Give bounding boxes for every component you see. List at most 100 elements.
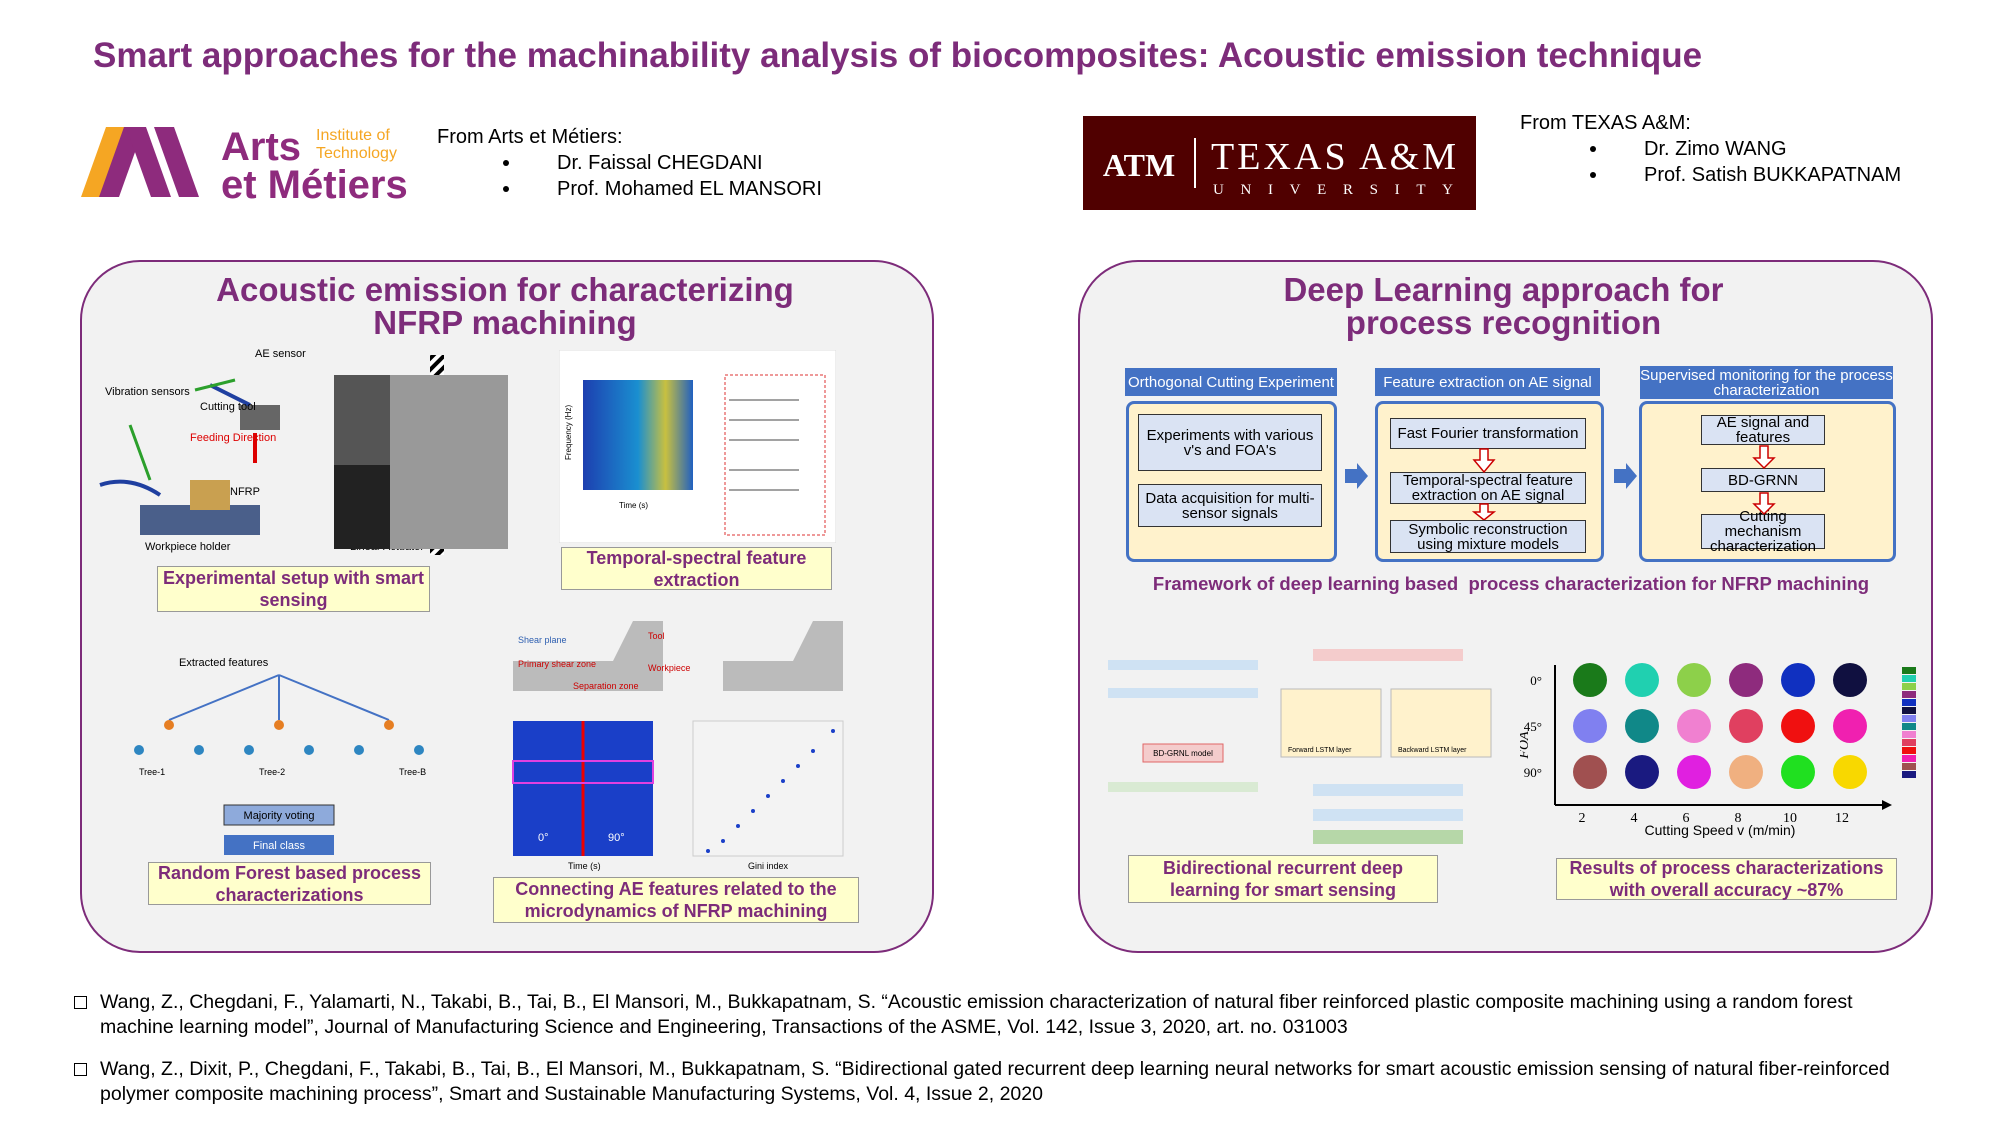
figure-label: Extracted features bbox=[179, 657, 269, 669]
setup-figure: AE sensor Vibration sensors Cutting tool… bbox=[99, 348, 508, 555]
figure-label: Final class bbox=[253, 840, 305, 852]
collab-name: Prof. Mohamed EL MANSORI bbox=[557, 178, 822, 200]
pie-icon bbox=[1625, 709, 1659, 743]
figure-label: Workpiece bbox=[648, 663, 690, 673]
legend-swatch bbox=[1902, 691, 1916, 698]
panel-title: Acoustic emission for characterizing NFRP… bbox=[80, 273, 930, 339]
framework-box: Symbolic reconstruction using mixture mo… bbox=[1390, 520, 1586, 553]
y-tick-label: 0° bbox=[1530, 673, 1542, 688]
caption: Random Forest based process characteriza… bbox=[148, 862, 431, 905]
figure-label: Feeding Direction bbox=[190, 432, 276, 444]
pie-icon bbox=[1625, 663, 1659, 697]
pie-icon bbox=[1677, 709, 1711, 743]
figure-label: NFRP bbox=[230, 486, 260, 498]
y-tick-label: 45° bbox=[1524, 719, 1542, 734]
x-tick-label: 4 bbox=[1631, 811, 1638, 826]
y-axis-label: FOA bbox=[1520, 731, 1532, 760]
panel-title: Deep Learning approach for process recogn… bbox=[1078, 273, 1929, 339]
figure-label: Workpiece holder bbox=[145, 541, 231, 553]
framework-box: Experiments with various v's and FOA's bbox=[1138, 414, 1322, 471]
figure-label: Time (s) bbox=[619, 501, 648, 510]
pie-icon bbox=[1781, 709, 1815, 743]
y-tick-label: 90° bbox=[1524, 765, 1542, 780]
title-line: Acoustic emission for characterizing bbox=[216, 271, 794, 308]
caption: Connecting AE features related to the mi… bbox=[493, 877, 859, 923]
pie-icon bbox=[1677, 663, 1711, 697]
reference: Wang, Z., Dixit, P., Chegdani, F., Takab… bbox=[74, 1057, 1930, 1107]
collab-name: Dr. Zimo WANG bbox=[1644, 136, 1901, 162]
figure-label: Shear plane bbox=[518, 635, 567, 645]
framework-header: Feature extraction on AE signal bbox=[1375, 368, 1600, 396]
figure-label: Majority voting bbox=[244, 810, 315, 822]
figure-label: 0° bbox=[538, 832, 549, 844]
figure-label: Tree-1 bbox=[139, 767, 165, 777]
logo-text: Arts bbox=[221, 125, 301, 169]
figure-label: Vibration sensors bbox=[105, 386, 190, 398]
pie-icon bbox=[1833, 709, 1867, 743]
title-line: Deep Learning approach for bbox=[1283, 271, 1724, 308]
legend-swatch bbox=[1902, 755, 1916, 762]
pie-icon bbox=[1781, 663, 1815, 697]
caption: Results of process characterizations wit… bbox=[1556, 858, 1897, 900]
framework-box: Fast Fourier transformation bbox=[1390, 418, 1586, 449]
reference: Wang, Z., Chegdani, F., Yalamarti, N., T… bbox=[74, 990, 1930, 1040]
logo-text: TEXAS A&M bbox=[1211, 136, 1456, 178]
pie-icon bbox=[1729, 755, 1763, 789]
pie-icon bbox=[1625, 755, 1659, 789]
caption: Bidirectional recurrent deep learning fo… bbox=[1128, 855, 1438, 903]
legend-swatch bbox=[1902, 699, 1916, 706]
x-axis-label: Cutting Speed v (m/min) bbox=[1645, 822, 1796, 838]
figure-label: Tool bbox=[648, 631, 665, 641]
framework-box: Temporal-spectral feature extraction on … bbox=[1390, 472, 1586, 504]
micro-figure: Shear plane Tool Primary shear zone Work… bbox=[512, 621, 844, 871]
figure-label: BD-GRNL model bbox=[1153, 749, 1213, 758]
title-line: process recognition bbox=[1345, 304, 1662, 341]
figure-label: Time (s) bbox=[568, 861, 601, 871]
logo-text: Institute of bbox=[316, 127, 390, 144]
x-tick-label: 10 bbox=[1783, 811, 1797, 826]
caption: Temporal-spectral feature extraction bbox=[561, 547, 832, 590]
pie-icon bbox=[1729, 709, 1763, 743]
collaborators: From TEXAS A&M: Dr. Zimo WANG Prof. Satis… bbox=[1520, 110, 1901, 188]
legend-swatch bbox=[1902, 707, 1916, 714]
figure-label: Tree-B bbox=[399, 767, 426, 777]
logo-text: ATM bbox=[1103, 147, 1175, 183]
collaborators: From Arts et Métiers: Dr. Faissal CHEGDA… bbox=[437, 124, 822, 202]
framework-arrows bbox=[1345, 445, 1776, 520]
framework-box: AE signal and features bbox=[1701, 415, 1825, 445]
figure-label: 90° bbox=[608, 832, 625, 844]
framework-box: BD-GRNN bbox=[1701, 468, 1825, 492]
collab-heading: From TEXAS A&M: bbox=[1520, 112, 1691, 134]
x-tick-label: 2 bbox=[1579, 811, 1586, 826]
tamu-logo: ATM TEXAS A&M UNIVERSITY bbox=[1083, 116, 1476, 210]
framework-caption: Framework of deep learning based process… bbox=[1152, 573, 1870, 594]
collab-name: Dr. Faissal CHEGDANI bbox=[557, 150, 822, 176]
framework-header: Orthogonal Cutting Experiment bbox=[1125, 368, 1337, 396]
figure-label: Gini index bbox=[748, 861, 789, 871]
framework-header: Supervised monitoring for the process ch… bbox=[1640, 366, 1893, 399]
pie-icon bbox=[1833, 755, 1867, 789]
poster-title: Smart approaches for the machinability a… bbox=[93, 36, 1703, 75]
legend-swatch bbox=[1902, 747, 1916, 754]
legend-swatch bbox=[1902, 675, 1916, 682]
arts-logo: Arts Institute of Technology et Métiers bbox=[81, 125, 408, 202]
x-tick-label: 6 bbox=[1683, 811, 1690, 826]
pie-icon bbox=[1729, 663, 1763, 697]
collab-heading: From Arts et Métiers: bbox=[437, 126, 623, 148]
network-figure: BD-GRNL model Forward LSTM layer Backwar… bbox=[1108, 649, 1492, 844]
pie-icon bbox=[1677, 755, 1711, 789]
pie-icon bbox=[1781, 755, 1815, 789]
legend-swatch bbox=[1902, 771, 1916, 778]
legend-swatch bbox=[1902, 723, 1916, 730]
spectrogram-figure: Frequency (Hz) Time (s) bbox=[559, 350, 836, 543]
framework-box: Data acquisition for multi-sensor signal… bbox=[1138, 484, 1322, 527]
x-tick-label: 8 bbox=[1735, 811, 1742, 826]
x-tick-label: 12 bbox=[1835, 811, 1849, 826]
legend-swatch bbox=[1902, 763, 1916, 770]
forest-figure: Extracted features Tree-1 Tree-2 Tree-B … bbox=[134, 657, 426, 855]
legend-swatch bbox=[1902, 667, 1916, 674]
figure-label: Tree-2 bbox=[259, 767, 285, 777]
caption: Experimental setup with smart sensing bbox=[157, 566, 430, 612]
legend-swatch bbox=[1902, 731, 1916, 738]
